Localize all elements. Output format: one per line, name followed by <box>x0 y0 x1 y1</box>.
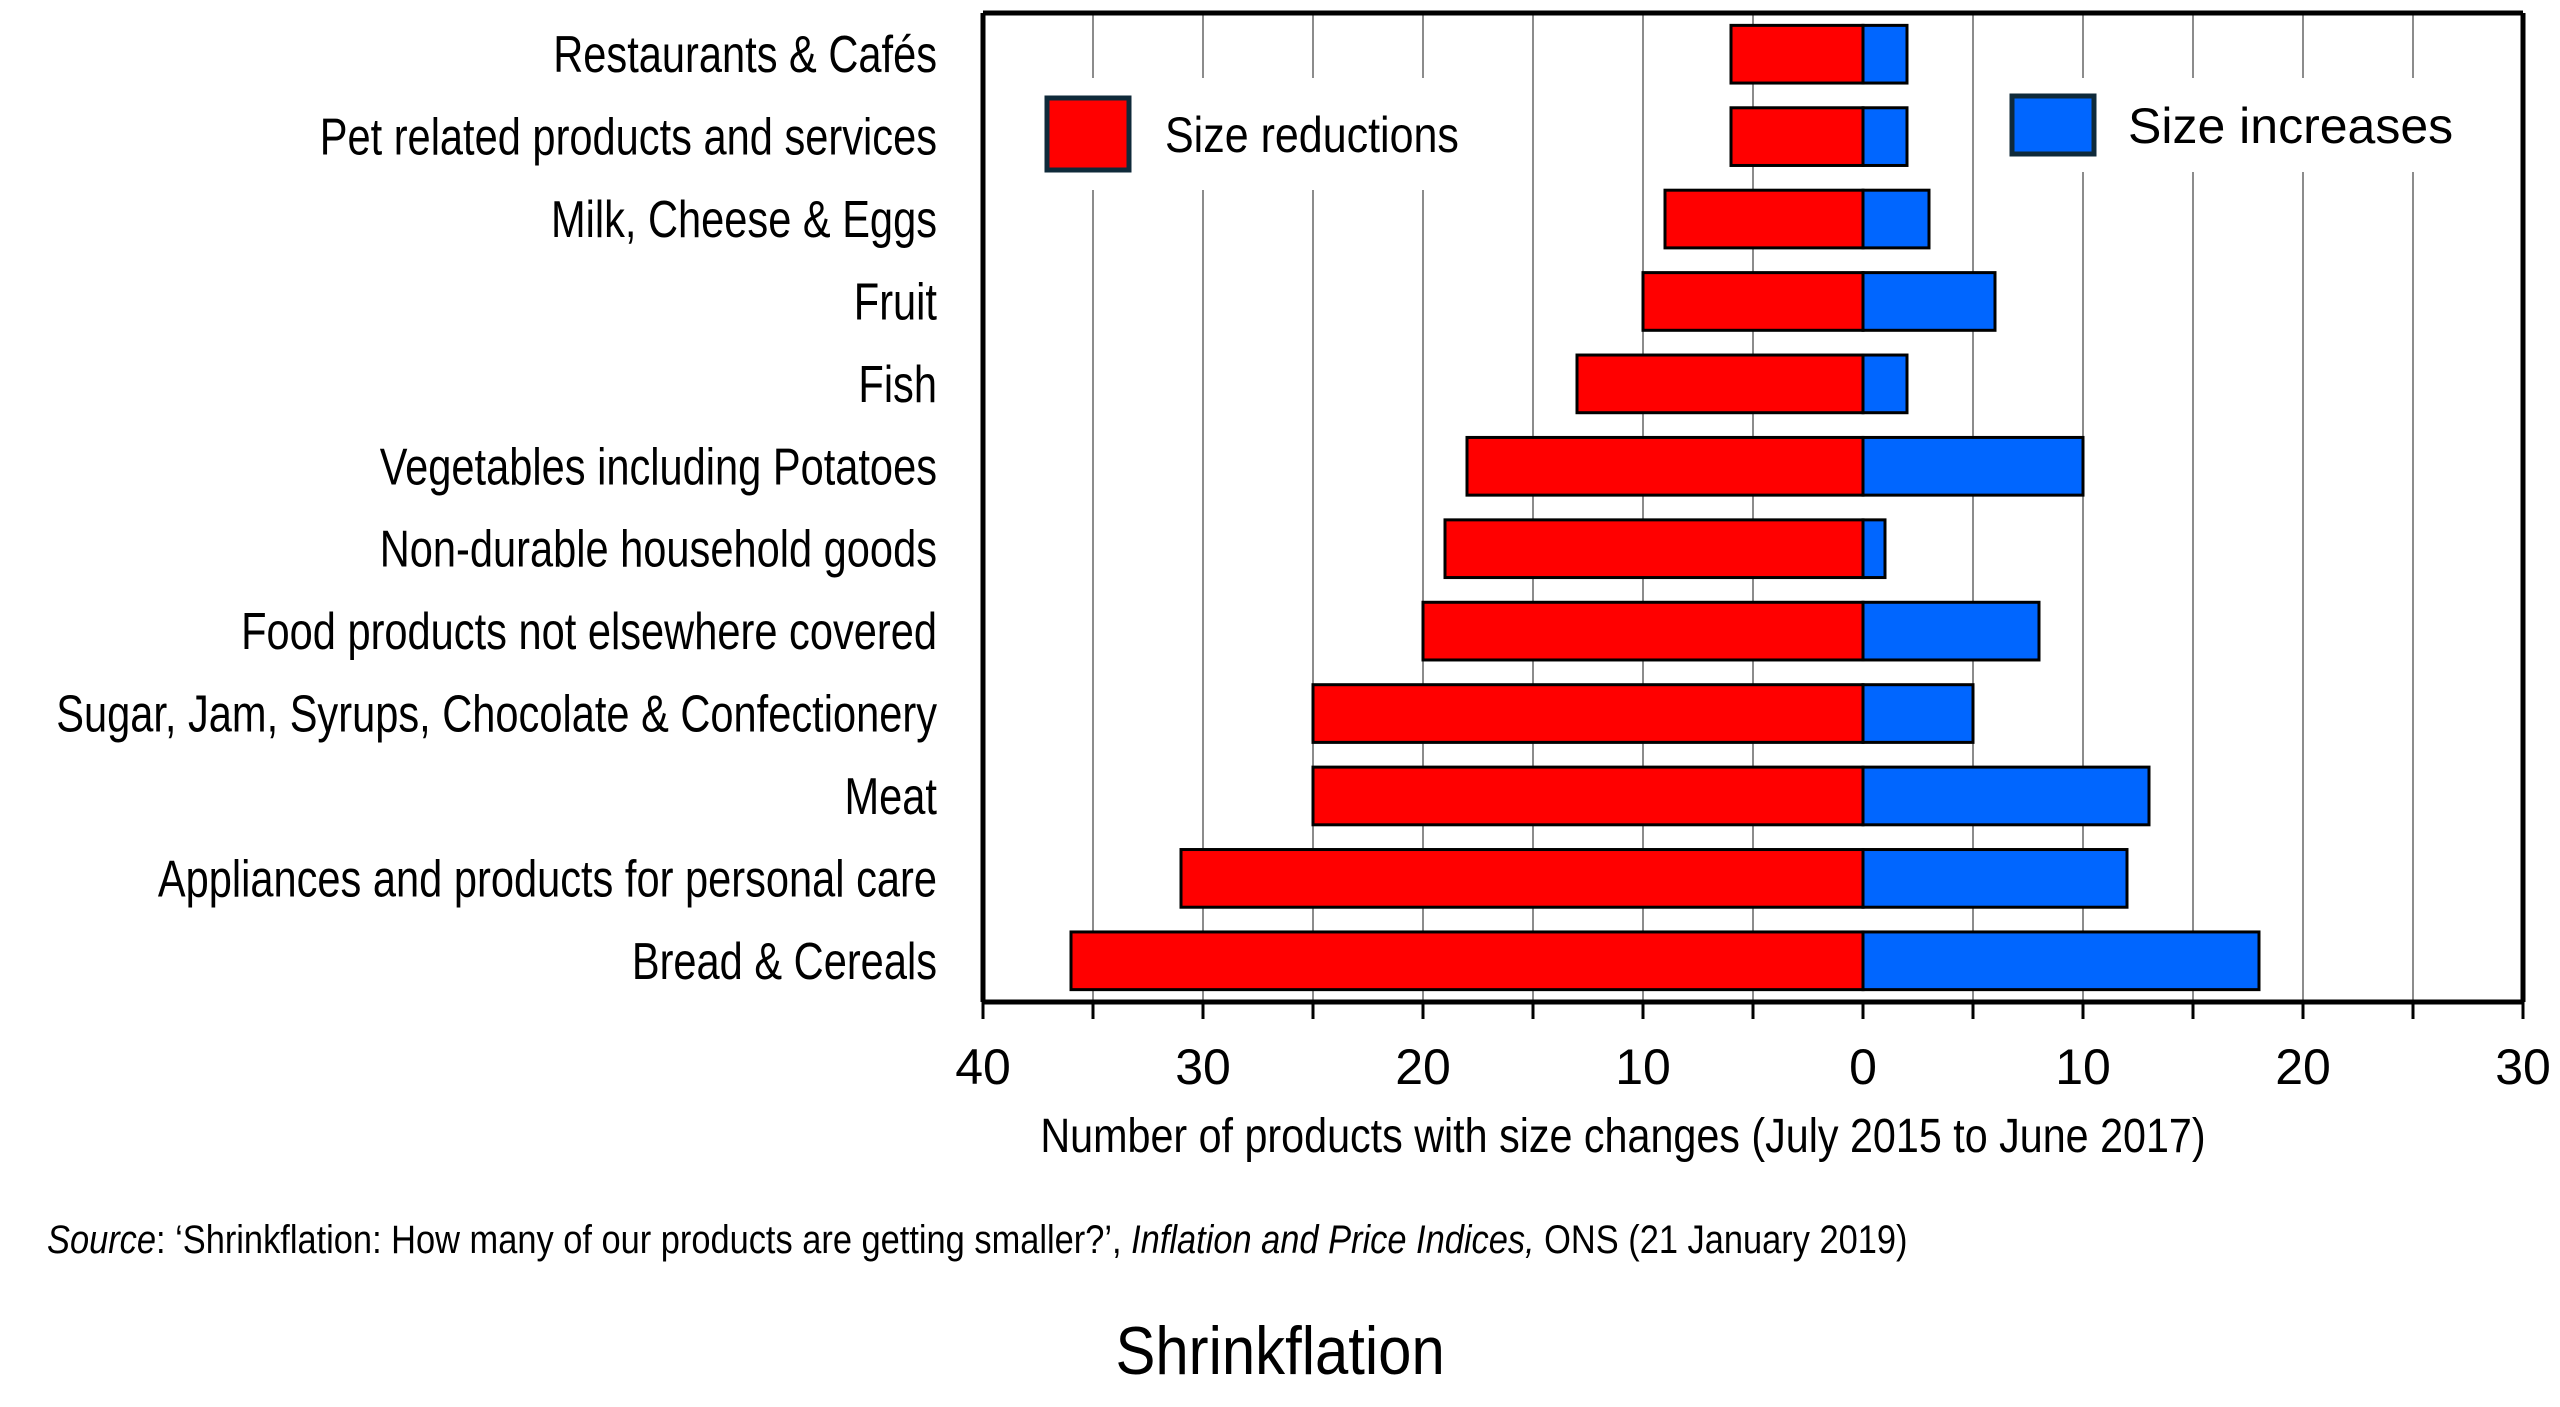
category-label: Non-durable household goods <box>380 519 937 578</box>
x-tick-label: 30 <box>2495 1039 2551 1095</box>
x-tick-label: 0 <box>1849 1039 1877 1095</box>
category-label: Appliances and products for personal car… <box>158 849 937 908</box>
bar-size-reductions <box>1729 23 1865 85</box>
category-label: Fruit <box>854 272 937 331</box>
bar-size-increases <box>1861 683 1975 744</box>
legend-item-size-increases: Size increases <box>2009 93 2453 157</box>
category-labels: Restaurants & Cafés Pet related products … <box>56 25 937 990</box>
bar-size-increases <box>1861 106 1909 167</box>
page-title: Shrinkflation <box>0 1312 2560 1390</box>
category-label: Bread & Cereals <box>632 931 937 990</box>
legend-label-size-reductions: Size reductions <box>1165 107 1459 163</box>
category-label: Vegetables including Potatoes <box>380 437 937 496</box>
bar-size-increases <box>1861 600 2041 662</box>
legend-item-size-reductions: Size reductions <box>1044 95 1459 173</box>
legend-swatch-blue <box>2009 93 2097 157</box>
bar-size-reductions <box>1179 848 1865 909</box>
x-tick-label: 10 <box>2055 1039 2111 1095</box>
category-label: Meat <box>845 766 937 825</box>
bar-size-increases <box>1861 518 1887 580</box>
category-label: Milk, Cheese & Eggs <box>551 190 937 249</box>
bar-size-increases <box>1861 848 2129 909</box>
category-label: Pet related products and services <box>320 107 937 166</box>
bar-size-reductions <box>1729 106 1865 167</box>
category-label: Sugar, Jam, Syrups, Chocolate & Confecti… <box>56 684 937 743</box>
bar-size-reductions <box>1575 353 1865 415</box>
bar-size-reductions <box>1421 600 1865 662</box>
x-tick-label: 30 <box>1175 1039 1231 1095</box>
x-tick-label: 20 <box>2275 1039 2331 1095</box>
page-title-text: Shrinkflation <box>1115 1313 1445 1389</box>
bar-size-increases <box>1861 765 2151 827</box>
legend-label-size-increases: Size increases <box>2128 98 2453 154</box>
x-axis: 40 30 20 10 0 10 20 30 <box>955 1002 2551 1095</box>
legend: Size reductions Size increases <box>1044 93 2453 173</box>
x-axis-title: Number of products with size changes (Ju… <box>1040 1109 2205 1163</box>
category-label: Restaurants & Cafés <box>553 25 937 84</box>
source-article: : ‘Shrinkflation: How many of our produc… <box>156 1218 1132 1262</box>
bar-size-increases <box>1861 930 2261 992</box>
x-tick-label: 40 <box>955 1039 1011 1095</box>
bars <box>1069 23 2261 992</box>
bar-size-reductions <box>1069 930 1865 992</box>
legend-swatch-red <box>1044 95 1132 173</box>
source-prefix: Source <box>47 1218 157 1262</box>
bar-size-reductions <box>1641 271 1865 332</box>
bar-size-increases <box>1861 271 1997 332</box>
source-publication: Inflation and Price Indices, <box>1131 1218 1535 1262</box>
bar-size-reductions <box>1311 765 1865 827</box>
category-label: Fish <box>858 354 937 413</box>
bar-size-increases <box>1861 188 1931 250</box>
bar-size-increases <box>1861 23 1909 85</box>
bar-size-increases <box>1861 353 1909 415</box>
bar-size-reductions <box>1443 518 1865 580</box>
bar-size-reductions <box>1663 188 1865 250</box>
bar-size-reductions <box>1465 435 1865 497</box>
source-publisher: ONS (21 January 2019) <box>1534 1218 1908 1262</box>
x-tick-label: 10 <box>1615 1039 1671 1095</box>
bar-size-increases <box>1861 435 2085 497</box>
x-tick-label: 20 <box>1395 1039 1451 1095</box>
source-citation: Source: ‘Shrinkflation: How many of our … <box>47 1218 2163 1263</box>
category-label: Food products not elsewhere covered <box>241 602 937 661</box>
bar-size-reductions <box>1311 683 1865 744</box>
